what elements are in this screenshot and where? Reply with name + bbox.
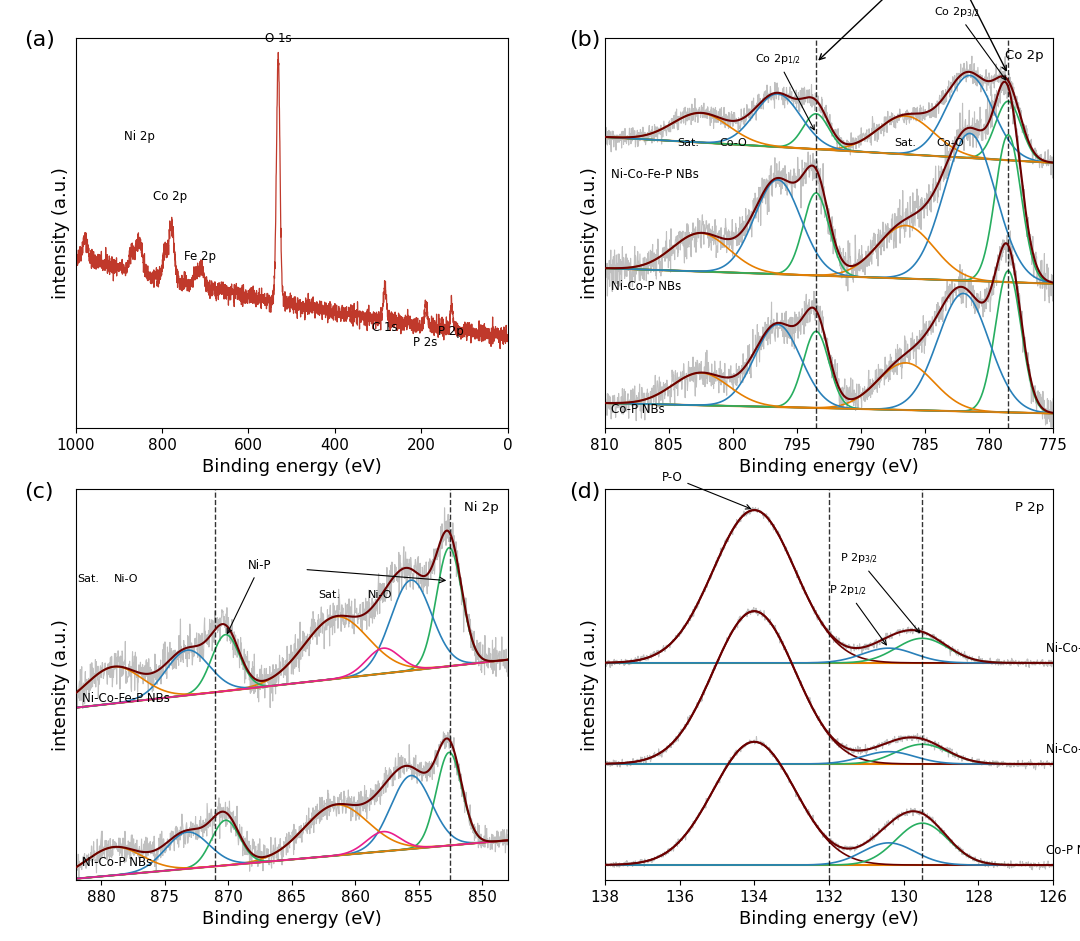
- Text: Ni-Co-Fe-P NBs: Ni-Co-Fe-P NBs: [1045, 642, 1080, 655]
- Text: Ni-P: Ni-P: [227, 560, 271, 633]
- Text: Co 2p$_{1/2}$: Co 2p$_{1/2}$: [755, 53, 814, 130]
- Text: C 1s: C 1s: [373, 321, 397, 334]
- X-axis label: Binding energy (eV): Binding energy (eV): [739, 458, 919, 476]
- Text: Co-O: Co-O: [719, 138, 746, 148]
- Text: Ni-Co-P NBs: Ni-Co-P NBs: [611, 279, 681, 293]
- Text: Ni-Co-P NBs: Ni-Co-P NBs: [1045, 742, 1080, 756]
- Text: (b): (b): [569, 30, 600, 50]
- Text: Sat.: Sat.: [894, 138, 917, 148]
- Y-axis label: intensity (a.u.): intensity (a.u.): [52, 618, 70, 751]
- Text: Ni-Co-P NBs: Ni-Co-P NBs: [82, 855, 152, 869]
- Text: P 2p: P 2p: [1015, 501, 1044, 514]
- Y-axis label: intensity (a.u.): intensity (a.u.): [581, 167, 599, 299]
- Text: Ni 2p: Ni 2p: [464, 501, 499, 514]
- Text: Co 2p$_{3/2}$: Co 2p$_{3/2}$: [934, 6, 1005, 80]
- Text: Sat.: Sat.: [78, 574, 99, 583]
- Text: P 2p: P 2p: [437, 325, 463, 338]
- Text: Ni-O: Ni-O: [368, 591, 393, 600]
- Text: Ni 2p: Ni 2p: [124, 130, 154, 143]
- Text: P 2p$_{1/2}$: P 2p$_{1/2}$: [828, 584, 887, 645]
- X-axis label: Binding energy (eV): Binding energy (eV): [739, 910, 919, 928]
- Text: Sat.: Sat.: [319, 591, 340, 600]
- Y-axis label: intensity (a.u.): intensity (a.u.): [52, 167, 70, 299]
- Text: (c): (c): [24, 482, 53, 502]
- Text: P 2p$_{3/2}$: P 2p$_{3/2}$: [840, 552, 920, 632]
- Text: P-O: P-O: [662, 470, 751, 509]
- Text: Ni-O: Ni-O: [114, 574, 138, 583]
- Y-axis label: intensity (a.u.): intensity (a.u.): [581, 618, 599, 751]
- Text: Co-P: Co-P: [937, 0, 1007, 71]
- Text: (d): (d): [569, 482, 600, 502]
- Text: Co 2p: Co 2p: [152, 190, 187, 202]
- X-axis label: Binding energy (eV): Binding energy (eV): [202, 458, 381, 476]
- Text: Ni-Co-Fe-P NBs: Ni-Co-Fe-P NBs: [82, 692, 170, 705]
- Text: P 2s: P 2s: [414, 336, 437, 349]
- Text: O 1s: O 1s: [265, 32, 292, 45]
- Text: Fe 2p: Fe 2p: [184, 250, 216, 263]
- Text: Co-O: Co-O: [936, 138, 964, 148]
- X-axis label: Binding energy (eV): Binding energy (eV): [202, 910, 381, 928]
- Text: Ni-Co-Fe-P NBs: Ni-Co-Fe-P NBs: [611, 167, 699, 181]
- Text: Co 2p: Co 2p: [1005, 49, 1044, 62]
- Text: Sat.: Sat.: [677, 138, 699, 148]
- Text: Co-P NBs: Co-P NBs: [1045, 844, 1080, 856]
- Text: (a): (a): [24, 30, 55, 50]
- Text: Co-P NBs: Co-P NBs: [611, 404, 665, 416]
